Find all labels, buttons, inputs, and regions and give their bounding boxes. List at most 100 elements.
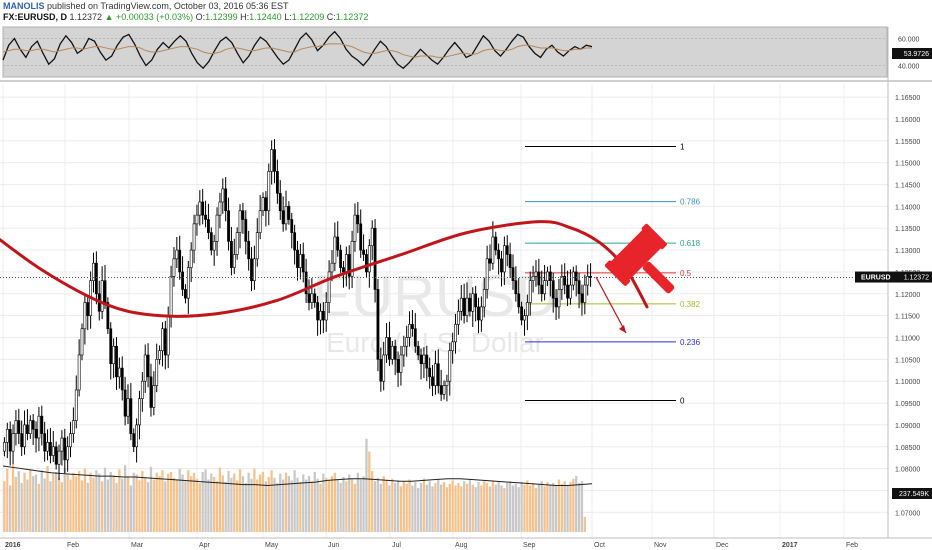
time-axis[interactable]: 2016 Feb Mar Apr May Jun Jul Aug Sep Oct Nov Dec 201… [0,537,932,549]
volume-bar [563,481,566,532]
volume-bar [247,472,250,532]
candle-body [459,297,463,312]
volume-bar [244,482,247,532]
candle-body [517,293,521,308]
candle-body [419,354,423,365]
candle-body [166,315,170,356]
volume-bar [566,485,569,532]
candle-body [20,433,24,448]
volume-bar [129,485,132,532]
time-tick-label: Dec [716,542,729,549]
candle-body [161,328,164,351]
candle-body [405,337,409,347]
candle-body [376,289,380,360]
candle-body [310,293,314,303]
hammer-icon [604,223,675,294]
volume-bar [557,479,561,532]
volume-bar [448,483,451,532]
price-tick-label: 1.13000 [895,248,920,255]
candle-body [273,149,276,172]
volume-bar [121,478,124,532]
volume-bar [474,487,477,532]
candle-body [491,236,495,264]
volume-bar [345,481,348,532]
volume-bar [17,471,20,532]
volume-bar [267,477,270,532]
candle-body [525,302,529,316]
volume-label-value: 237.549K [899,491,929,498]
candle-body [373,227,377,290]
candle-body [439,385,443,395]
volume-bar [78,471,81,532]
volume-bar [560,483,563,532]
candle-body [520,306,524,321]
volume-bar [112,475,115,532]
price-tick-label: 1.15500 [895,139,920,146]
volume-bar [29,469,32,532]
candle-body [120,367,124,391]
volume-bar [253,468,256,532]
fib-level-label: 0.236 [680,338,701,347]
low-value: 1.12209 [291,12,325,22]
candle-body [80,328,84,356]
volume-bar [89,472,92,532]
volume-bar [46,466,49,532]
ohlc-line: FX:EURUSD, D 1.12372 ▲ +0.00033 (+0.03%)… [3,12,703,23]
candle-body [554,297,558,308]
volume-bar [37,483,41,532]
candle-body [158,350,161,360]
volume-bar [238,469,242,532]
candle-body [316,302,320,321]
volume-bar [508,481,512,532]
candle-body [215,214,219,242]
time-tick-label: Apr [199,542,211,549]
candle-body [278,192,282,212]
candle-body [448,350,452,382]
candle-body [313,293,317,303]
price-axis[interactable]: 1.16500 1.16000 1.15500 1.15000 1.14500 1.140… [895,95,920,517]
oscillator-tick-label: 60.000 [898,36,920,43]
volume-bar [296,477,299,532]
author-name[interactable]: MANOLIS [3,1,45,11]
candle-body [365,254,368,273]
volume-bar [575,476,578,532]
price-change: ▲ +0.00033 (+0.03%) [104,12,194,22]
candle-body [465,297,469,316]
candle-body [37,415,41,439]
volume-bar [388,485,391,532]
candle-body [382,354,386,382]
volume-bar [72,472,75,532]
volume-bar [454,485,457,532]
candle-body [537,271,541,286]
candle-body [43,433,47,452]
candle-body [106,302,110,330]
volume-bar [319,483,322,532]
candle-body [132,433,136,448]
volume-bar [520,482,523,532]
candle-body [221,188,225,203]
volume-bar [431,486,434,532]
volume-bar [135,474,138,532]
price-panel[interactable]: EURUSD Euro / U.S. Dollar 10.7860.6180.5… [0,84,888,538]
candle-body [129,398,133,434]
volume-bar [172,477,176,532]
volume-bar [293,470,296,532]
candle-body [281,210,285,225]
candle-body [115,345,118,378]
oscillator-panel[interactable]: 60.000 40.000 [2,26,920,78]
candle-body [51,446,55,456]
volume-bar [394,482,397,532]
candle-body [92,262,95,281]
volume-bar [356,472,359,532]
volume-bar [457,482,460,532]
volume-bar [52,473,55,532]
volume-bar [106,479,110,532]
volume-bar [92,477,95,532]
high-label: H: [240,12,250,22]
low-label: L: [284,12,292,22]
candle-body [230,241,233,268]
volume-bar [118,469,121,532]
candle-body [184,289,187,299]
candle-body [471,293,475,312]
